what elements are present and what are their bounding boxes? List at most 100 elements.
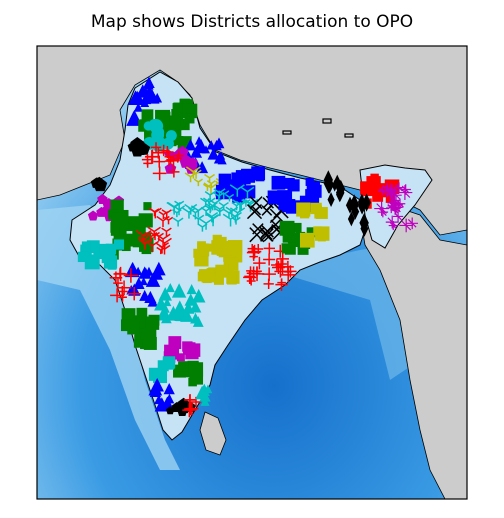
shallow-shelf-west — [37, 205, 180, 470]
district-marker — [161, 145, 174, 159]
district-marker — [172, 217, 184, 227]
district-marker — [97, 193, 108, 204]
district-marker — [399, 218, 413, 233]
district-marker — [292, 222, 302, 233]
district-marker — [198, 269, 211, 281]
district-marker — [156, 215, 170, 228]
district-marker — [253, 244, 264, 254]
district-marker — [133, 102, 143, 112]
district-marker — [362, 193, 371, 212]
district-marker — [372, 190, 384, 202]
district-markers — [77, 76, 419, 418]
district-marker — [164, 344, 180, 360]
sri-lanka — [199, 411, 227, 456]
district-marker — [267, 190, 282, 205]
district-marker — [105, 243, 117, 255]
district-marker — [206, 180, 216, 188]
district-marker — [147, 296, 158, 307]
district-marker — [168, 166, 180, 178]
district-marker — [113, 278, 123, 288]
district-marker — [216, 240, 232, 256]
district-marker — [225, 182, 238, 194]
district-marker — [184, 394, 196, 406]
district-marker — [173, 102, 182, 111]
district-marker — [223, 250, 235, 262]
district-marker — [300, 197, 310, 207]
district-marker — [203, 384, 213, 394]
district-marker — [271, 175, 286, 190]
district-marker — [208, 214, 219, 223]
district-marker — [226, 274, 237, 285]
district-marker — [203, 197, 216, 208]
district-marker — [154, 394, 164, 405]
district-marker — [193, 248, 203, 258]
district-marker — [271, 259, 283, 271]
district-marker — [147, 226, 161, 238]
district-marker — [143, 336, 157, 350]
island — [322, 118, 332, 124]
district-marker — [263, 242, 275, 255]
district-marker — [306, 227, 317, 238]
district-marker — [186, 283, 197, 295]
district-marker — [171, 283, 187, 298]
district-marker — [213, 188, 226, 199]
district-marker — [194, 136, 204, 145]
district-marker — [331, 179, 338, 192]
district-marker — [323, 170, 333, 190]
district-marker — [240, 186, 255, 199]
district-marker — [163, 383, 175, 395]
district-marker — [394, 198, 406, 210]
district-marker — [113, 233, 124, 244]
district-marker — [374, 201, 389, 216]
district-marker — [205, 243, 214, 252]
district-marker — [297, 243, 309, 255]
district-marker — [282, 229, 296, 243]
district-marker — [390, 189, 402, 201]
district-marker — [245, 169, 256, 180]
land-east — [359, 204, 467, 499]
district-marker — [152, 166, 167, 181]
district-marker — [127, 141, 139, 152]
district-marker — [213, 152, 225, 164]
district-marker — [129, 113, 140, 123]
district-marker — [158, 287, 172, 301]
district-marker — [337, 181, 344, 196]
district-marker — [177, 304, 186, 314]
district-marker — [287, 179, 300, 192]
district-marker — [387, 200, 399, 212]
district-marker — [166, 155, 175, 165]
district-marker — [306, 181, 320, 195]
district-marker — [176, 353, 185, 362]
district-marker — [132, 227, 146, 241]
land-north — [37, 46, 467, 236]
district-marker — [262, 267, 276, 281]
district-marker — [302, 235, 311, 244]
district-marker — [145, 316, 160, 330]
district-marker — [347, 211, 355, 227]
district-marker — [143, 202, 152, 211]
district-marker — [141, 109, 154, 122]
district-marker — [274, 265, 287, 278]
district-marker — [116, 280, 132, 296]
district-marker — [213, 274, 224, 285]
district-marker — [263, 253, 276, 266]
district-marker — [111, 225, 120, 234]
district-marker — [127, 321, 140, 335]
district-marker — [153, 155, 166, 168]
island — [344, 133, 354, 138]
district-marker — [197, 223, 208, 232]
district-marker — [150, 142, 162, 153]
district-marker — [158, 123, 168, 134]
district-marker — [134, 279, 145, 289]
district-marker — [138, 266, 151, 279]
district-marker — [133, 339, 143, 348]
district-marker — [127, 286, 141, 301]
district-marker — [218, 190, 230, 200]
district-marker — [205, 205, 216, 214]
district-marker — [249, 252, 258, 261]
district-marker — [169, 115, 181, 128]
district-marker — [184, 113, 195, 124]
district-marker — [77, 251, 89, 263]
district-marker — [150, 377, 164, 392]
island — [282, 130, 292, 135]
